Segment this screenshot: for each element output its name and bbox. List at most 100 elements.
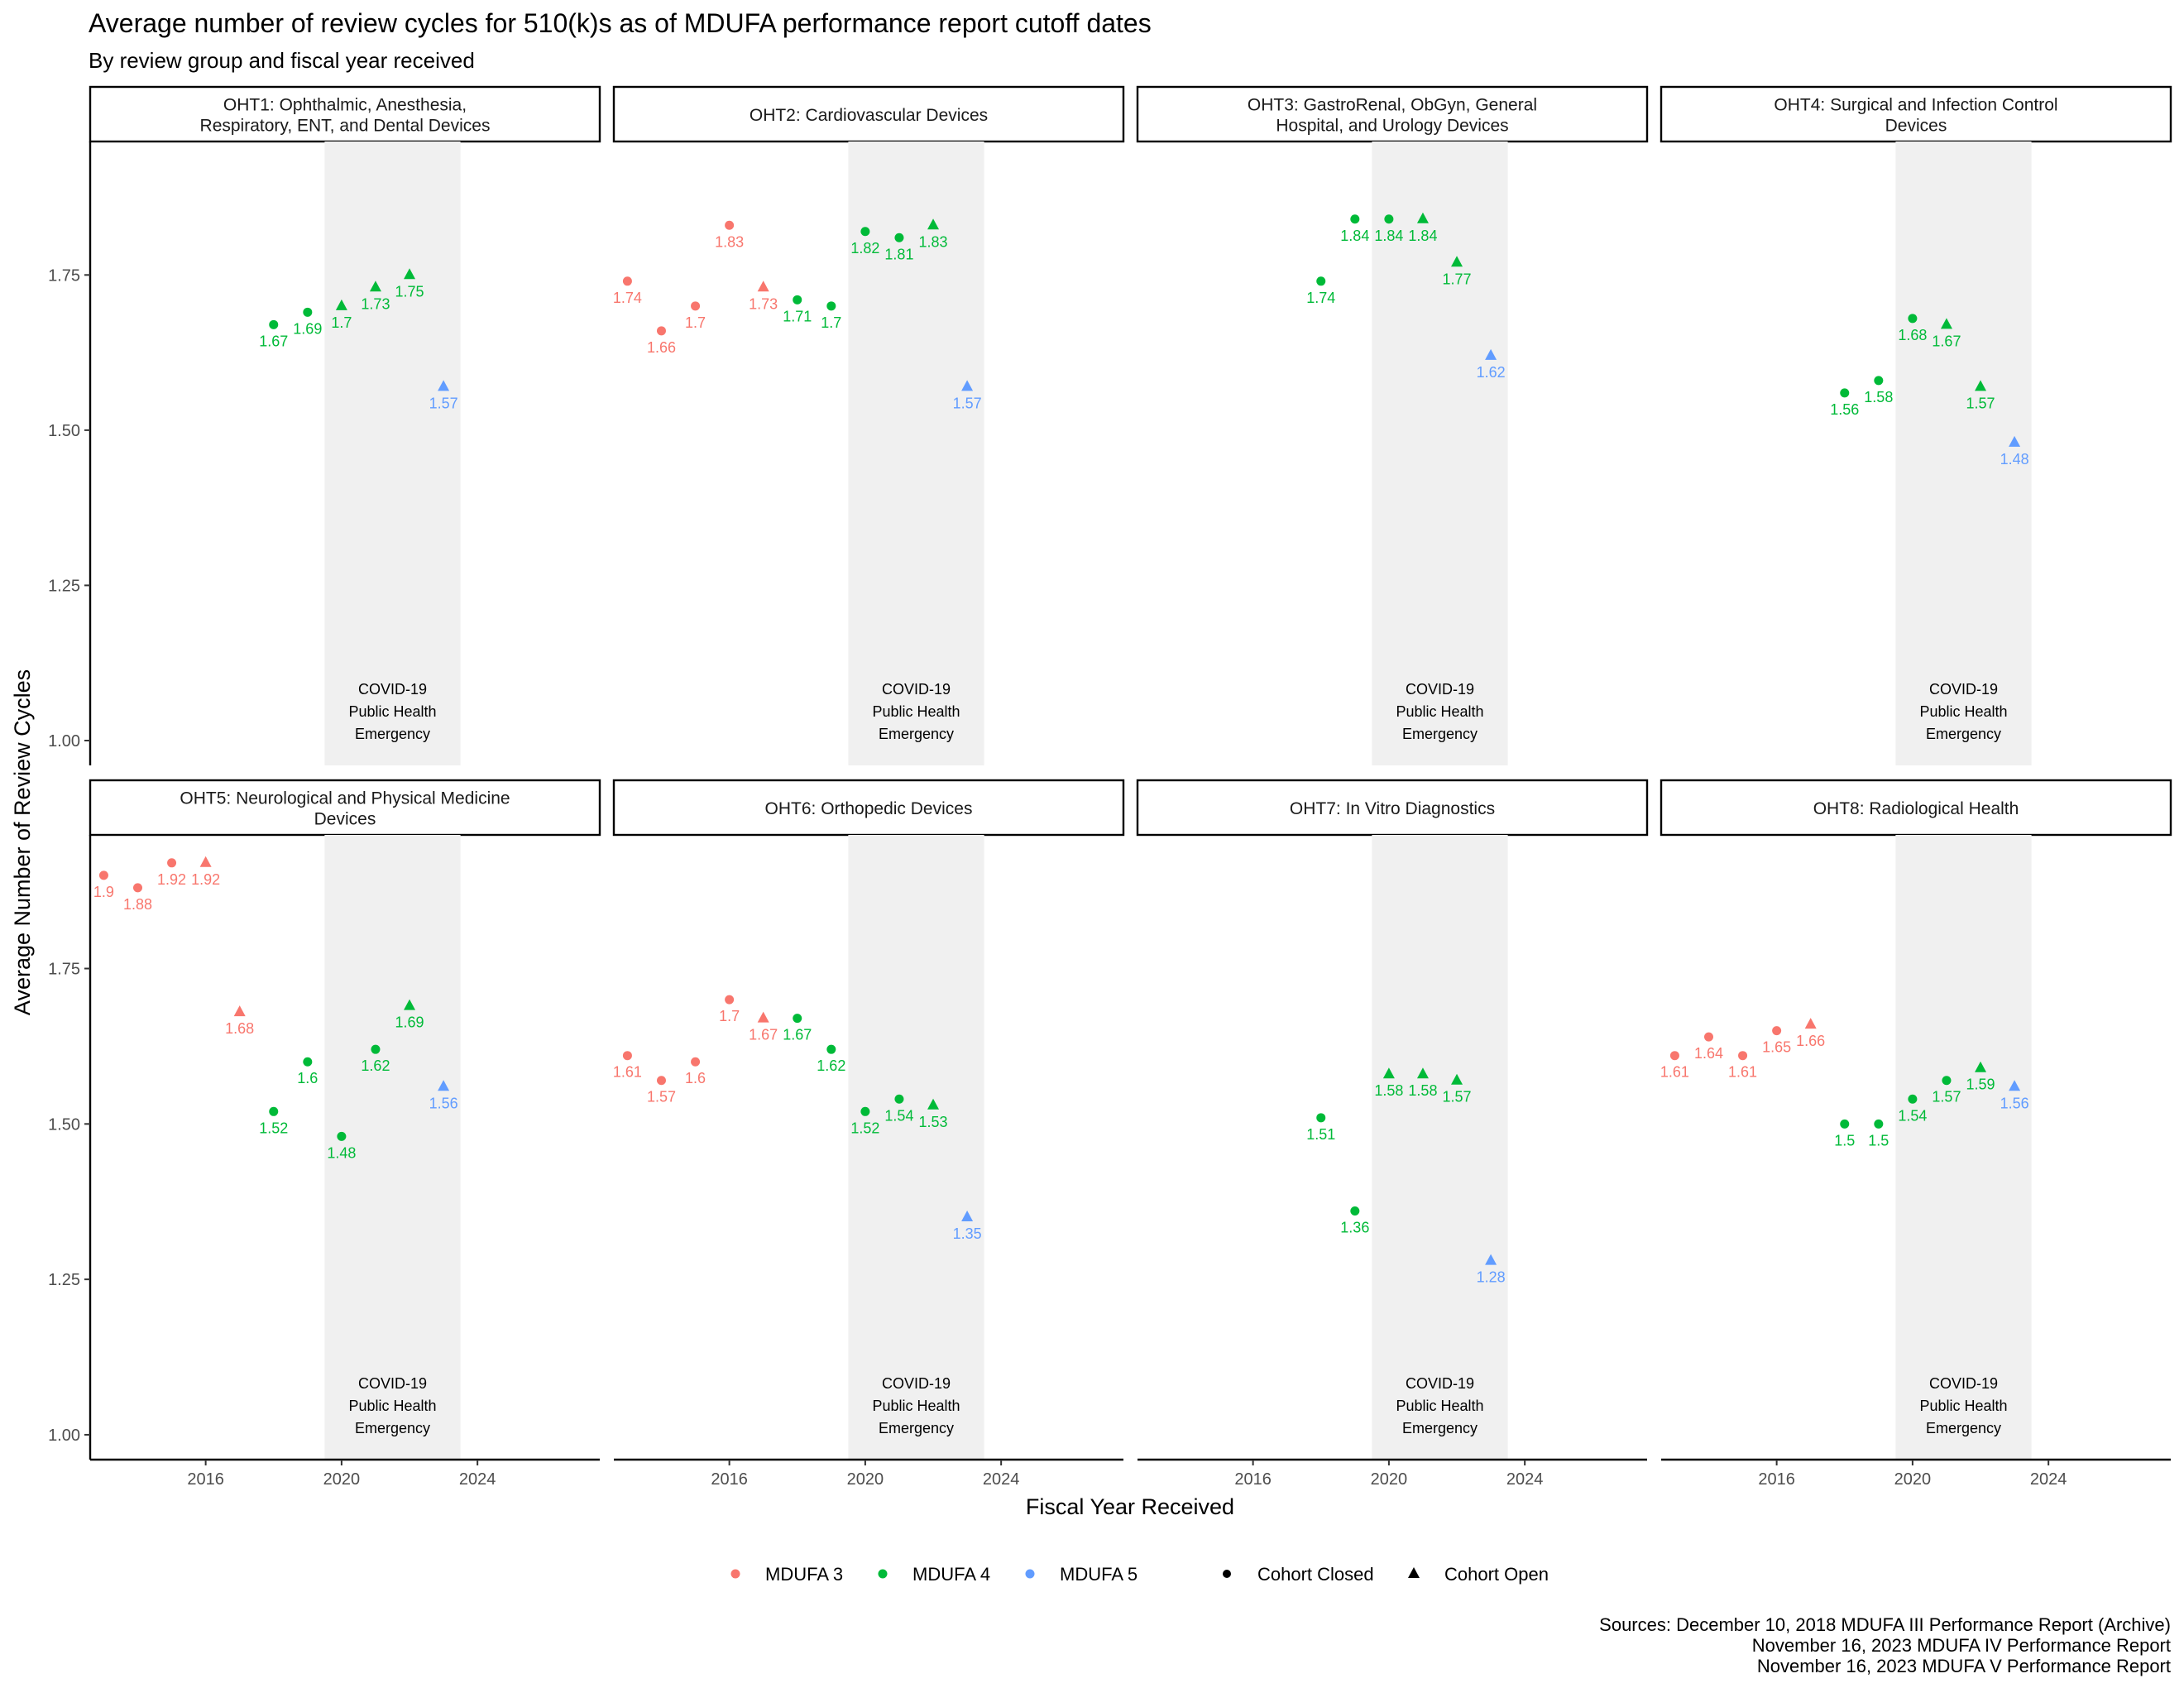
facet-strip [1660, 779, 2172, 837]
data-point-circle [1908, 1094, 1918, 1104]
covid-annotation: Public Health [1396, 703, 1483, 720]
data-point-triangle [1485, 1254, 1497, 1265]
y-tick-label: 1.25 [48, 577, 80, 595]
source-line: Sources: December 10, 2018 MDUFA III Per… [1599, 1614, 2171, 1635]
covid-annotation: COVID-19 [1406, 681, 1474, 698]
data-point-triangle [1975, 380, 1987, 391]
data-point-circle [303, 307, 313, 317]
data-label: 1.35 [953, 1225, 982, 1242]
data-label: 1.66 [1796, 1033, 1825, 1049]
data-label: 1.58 [1408, 1082, 1437, 1099]
covid-annotation: Public Health [1919, 703, 2007, 720]
data-point-triangle [757, 281, 769, 292]
legend-key-shape [1223, 1570, 1231, 1578]
covid-annotation: Emergency [1402, 1420, 1478, 1436]
data-label: 1.64 [1694, 1045, 1723, 1062]
data-point-circle [1840, 388, 1850, 398]
data-point-circle [1316, 276, 1326, 286]
data-label: 1.7 [719, 1008, 740, 1024]
facet-strip [612, 779, 1125, 837]
data-label: 1.52 [259, 1120, 288, 1136]
data-label: 1.7 [685, 314, 706, 331]
data-point-circle [656, 326, 666, 336]
covid-annotation: COVID-19 [358, 1375, 427, 1392]
facet-title: OHT8: Radiological Health [1813, 799, 2019, 818]
data-point-triangle [1416, 1067, 1429, 1079]
source-line: November 16, 2023 MDUFA V Performance Re… [1757, 1656, 2171, 1676]
data-point-triangle [404, 268, 416, 280]
y-tick-label: 1.75 [48, 961, 80, 979]
data-label: 1.56 [429, 1095, 458, 1111]
data-label: 1.51 [1306, 1126, 1335, 1143]
data-label: 1.74 [613, 290, 642, 306]
data-point-triangle [757, 1011, 769, 1023]
x-tick-label: 2020 [323, 1470, 361, 1489]
data-label: 1.88 [123, 896, 152, 913]
data-label: 1.57 [1966, 395, 1995, 411]
data-label: 1.65 [1762, 1039, 1791, 1056]
facet-panel: OHT3: GastroRenal, ObGyn, General Hospita… [1136, 85, 1649, 765]
data-label: 1.71 [783, 308, 812, 324]
data-label: 1.82 [850, 240, 879, 257]
sources-note: Sources: December 10, 2018 MDUFA III Per… [1599, 1614, 2171, 1676]
facet-title: OHT6: Orthopedic Devices [765, 799, 973, 818]
data-label: 1.52 [850, 1120, 879, 1136]
covid-annotation: COVID-19 [1406, 1375, 1474, 1392]
covid-annotation: Public Health [348, 703, 436, 720]
facet-title: Respiratory, ENT, and Dental Devices [200, 117, 491, 136]
covid-annotation: Emergency [1926, 1420, 2001, 1436]
data-label: 1.61 [1728, 1064, 1757, 1081]
legend-key-shape [1408, 1567, 1420, 1578]
data-label: 1.83 [715, 233, 744, 250]
covid-shaded-region [1372, 141, 1508, 765]
data-label: 1.54 [884, 1107, 913, 1124]
data-label: 1.28 [1477, 1269, 1506, 1286]
data-point-triangle [404, 999, 416, 1010]
data-point-circle [132, 883, 142, 893]
data-point-triangle [1804, 1018, 1817, 1029]
data-label: 1.75 [395, 283, 424, 300]
covid-shaded-region [848, 141, 984, 765]
facet-strip [89, 85, 601, 143]
facet-panel: OHT2: Cardiovascular Devices COVID-19 Publ… [612, 85, 1125, 765]
data-label: 1.59 [1966, 1077, 1995, 1093]
facet-panel: OHT4: Surgical and Infection Control Devi… [1660, 85, 2172, 765]
legend-label: Cohort Open [1444, 1564, 1549, 1585]
data-point-circle [303, 1057, 313, 1067]
data-point-circle [1384, 214, 1394, 224]
data-point-circle [167, 858, 177, 868]
data-label: 1.67 [783, 1027, 812, 1043]
facet-title: OHT1: Ophthalmic, Anesthesia, [223, 96, 467, 115]
facet-title: Devices [1885, 117, 1947, 136]
data-label: 1.6 [297, 1070, 318, 1086]
x-tick-label: 2024 [2030, 1470, 2067, 1489]
facet-title: OHT7: In Vitro Diagnostics [1290, 799, 1495, 818]
data-point-triangle [2009, 1080, 2021, 1091]
y-tick-label: 1.50 [48, 1115, 80, 1134]
covid-shaded-region [848, 835, 984, 1460]
y-tick-label: 1.00 [48, 1427, 80, 1445]
data-label: 1.74 [1306, 290, 1335, 306]
covid-annotation: Public Health [1396, 1398, 1483, 1414]
covid-annotation: COVID-19 [1929, 681, 1998, 698]
x-tick-label: 2016 [187, 1470, 224, 1489]
covid-annotation: Public Health [872, 1398, 960, 1414]
covid-shaded-region [324, 141, 461, 765]
data-label: 1.62 [817, 1057, 845, 1074]
data-label: 1.9 [93, 884, 114, 900]
data-label: 1.83 [919, 233, 948, 250]
data-point-circle [826, 301, 836, 311]
data-point-circle [337, 1131, 347, 1141]
x-tick-label: 2020 [1894, 1470, 1932, 1489]
data-point-circle [860, 1106, 870, 1116]
covid-annotation: Public Health [1919, 1398, 2007, 1414]
data-point-circle [1703, 1032, 1713, 1042]
data-point-circle [1669, 1051, 1679, 1061]
data-label: 1.84 [1340, 228, 1369, 244]
data-point-circle [371, 1044, 381, 1054]
data-point-triangle [1940, 318, 1952, 329]
covid-annotation: Emergency [879, 726, 954, 742]
data-point-triangle [1416, 212, 1429, 223]
chart-title: Average number of review cycles for 510(… [89, 8, 1152, 38]
data-label: 1.92 [191, 871, 220, 888]
